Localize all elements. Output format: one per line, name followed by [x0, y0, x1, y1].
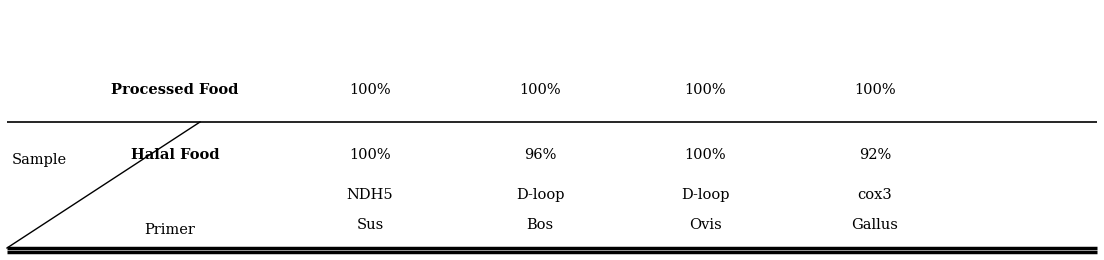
Text: Halal Food: Halal Food [130, 148, 220, 162]
Text: 100%: 100% [684, 83, 725, 97]
Text: 96%: 96% [523, 148, 556, 162]
Text: Gallus: Gallus [851, 218, 899, 232]
Text: Bos: Bos [527, 218, 553, 232]
Text: 100%: 100% [854, 83, 895, 97]
Text: Primer: Primer [145, 223, 195, 237]
Text: Ovis: Ovis [689, 218, 721, 232]
Text: 92%: 92% [859, 148, 891, 162]
Text: 100%: 100% [349, 148, 391, 162]
Text: Sus: Sus [357, 218, 383, 232]
Text: Processed Food: Processed Food [112, 83, 238, 97]
Text: 100%: 100% [519, 83, 561, 97]
Text: Sample: Sample [12, 153, 67, 167]
Text: 100%: 100% [684, 148, 725, 162]
Text: cox3: cox3 [858, 188, 892, 202]
Text: D-loop: D-loop [681, 188, 730, 202]
Text: 100%: 100% [349, 83, 391, 97]
Text: D-loop: D-loop [516, 188, 564, 202]
Text: NDH5: NDH5 [347, 188, 393, 202]
